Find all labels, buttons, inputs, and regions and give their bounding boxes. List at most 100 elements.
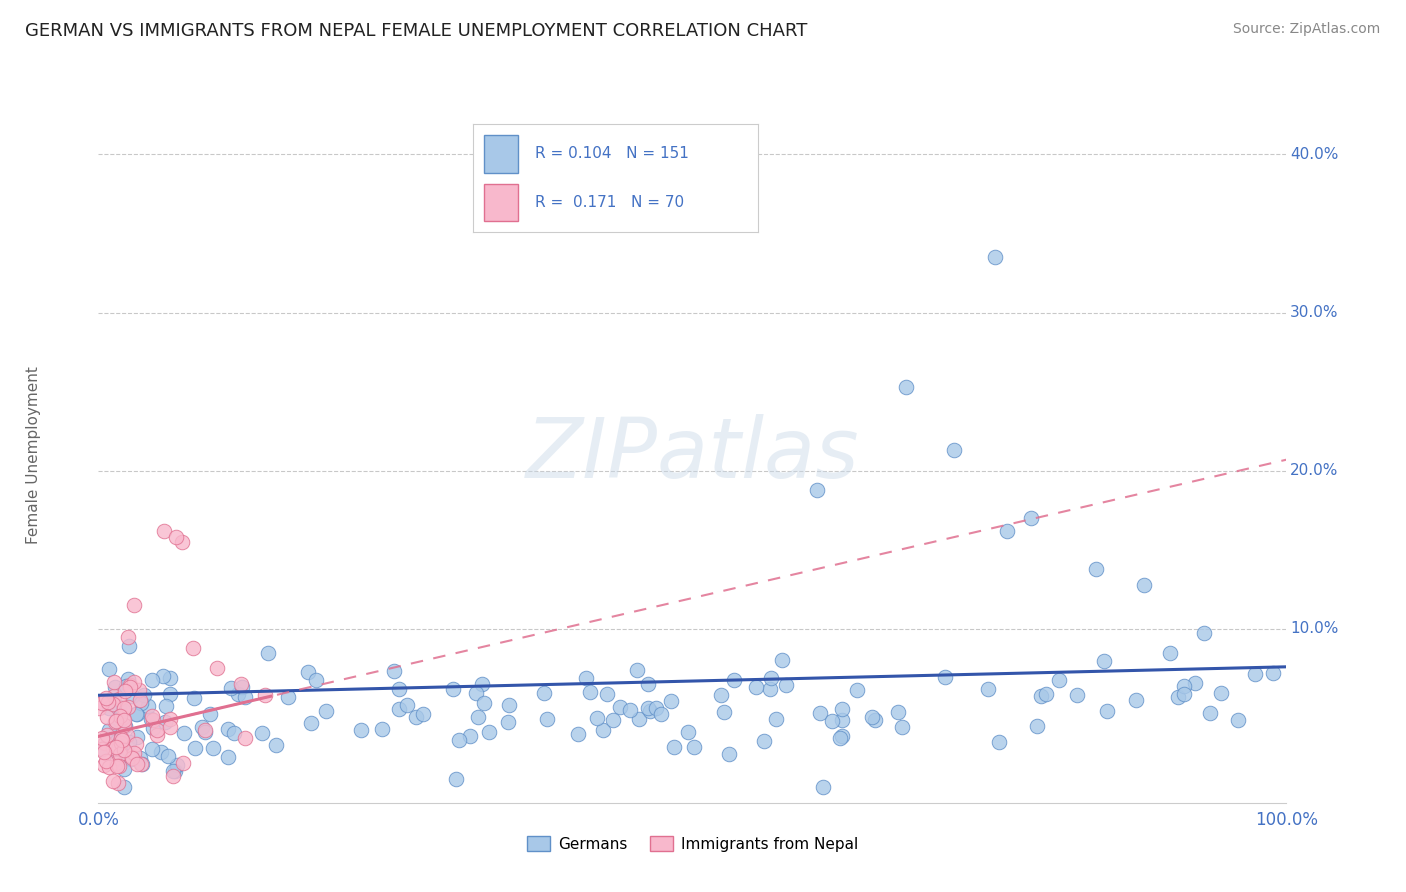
Point: [496, 714, 519, 729]
Point: [441, 682, 464, 697]
Point: [645, 701, 668, 715]
Point: [121, 751, 143, 765]
Point: [1173, 679, 1195, 693]
Point: [765, 712, 787, 726]
Point: [159, 712, 181, 726]
Point: [934, 670, 956, 684]
Point: [233, 731, 256, 746]
Point: [472, 697, 495, 711]
Point: [98, 700, 121, 714]
Point: [118, 678, 141, 692]
Point: [121, 689, 143, 703]
Point: [754, 734, 776, 748]
Point: [253, 688, 276, 702]
Text: 20.0%: 20.0%: [1291, 463, 1339, 478]
Point: [190, 720, 212, 734]
Point: [683, 739, 706, 754]
Point: [1125, 693, 1147, 707]
Point: [821, 714, 844, 729]
Point: [97, 723, 120, 738]
Point: [129, 693, 152, 707]
Text: ZIPatlas: ZIPatlas: [526, 415, 859, 495]
Point: [159, 687, 181, 701]
Point: [91, 696, 114, 710]
Point: [90, 731, 112, 746]
Point: [107, 776, 129, 790]
Point: [995, 524, 1018, 538]
Point: [222, 725, 245, 739]
Point: [172, 756, 194, 771]
Point: [165, 530, 187, 544]
Point: [90, 741, 112, 756]
Point: [98, 662, 121, 676]
Point: [162, 764, 184, 778]
Point: [198, 706, 221, 721]
Point: [201, 741, 224, 756]
Point: [127, 730, 149, 744]
Point: [104, 714, 127, 729]
Point: [103, 690, 125, 704]
Point: [194, 724, 217, 739]
Point: [93, 745, 115, 759]
Point: [103, 675, 125, 690]
Point: [117, 699, 139, 714]
Point: [114, 719, 136, 733]
Point: [710, 688, 733, 702]
Point: [128, 682, 150, 697]
Point: [110, 731, 132, 746]
Point: [108, 700, 131, 714]
Point: [120, 749, 142, 764]
Point: [184, 740, 207, 755]
Point: [145, 728, 167, 742]
Point: [124, 675, 146, 690]
Point: [105, 740, 128, 755]
Point: [139, 712, 162, 726]
Point: [128, 751, 150, 765]
Point: [831, 702, 853, 716]
Point: [806, 483, 828, 497]
Point: [105, 759, 128, 773]
Point: [1133, 577, 1156, 591]
Point: [124, 746, 146, 760]
Point: [1244, 667, 1267, 681]
Point: [575, 671, 598, 685]
Point: [1066, 689, 1088, 703]
Point: [1173, 688, 1195, 702]
Point: [977, 681, 1000, 696]
Point: [659, 694, 682, 708]
Point: [828, 731, 851, 745]
Point: [89, 701, 111, 715]
Point: [125, 737, 148, 751]
Point: [1092, 654, 1115, 668]
Point: [97, 694, 120, 708]
Point: [718, 747, 741, 762]
Point: [384, 665, 406, 679]
Point: [713, 706, 735, 720]
Point: [226, 687, 249, 701]
Point: [444, 772, 467, 786]
Point: [592, 723, 614, 737]
Point: [96, 728, 118, 742]
Point: [141, 742, 163, 756]
Point: [125, 706, 148, 721]
Point: [153, 714, 176, 729]
Point: [96, 709, 118, 723]
Point: [162, 769, 184, 783]
Point: [217, 723, 239, 737]
Point: [120, 752, 142, 766]
Point: [142, 721, 165, 735]
Point: [1035, 687, 1057, 701]
Point: [775, 678, 797, 692]
Point: [405, 710, 427, 724]
Point: [183, 690, 205, 705]
Point: [166, 757, 188, 772]
Point: [579, 685, 602, 699]
Point: [536, 712, 558, 726]
Point: [395, 698, 418, 712]
Point: [112, 780, 135, 794]
Text: 40.0%: 40.0%: [1291, 147, 1339, 162]
Point: [129, 757, 152, 772]
Point: [609, 700, 631, 714]
Point: [315, 705, 337, 719]
Point: [1209, 686, 1232, 700]
